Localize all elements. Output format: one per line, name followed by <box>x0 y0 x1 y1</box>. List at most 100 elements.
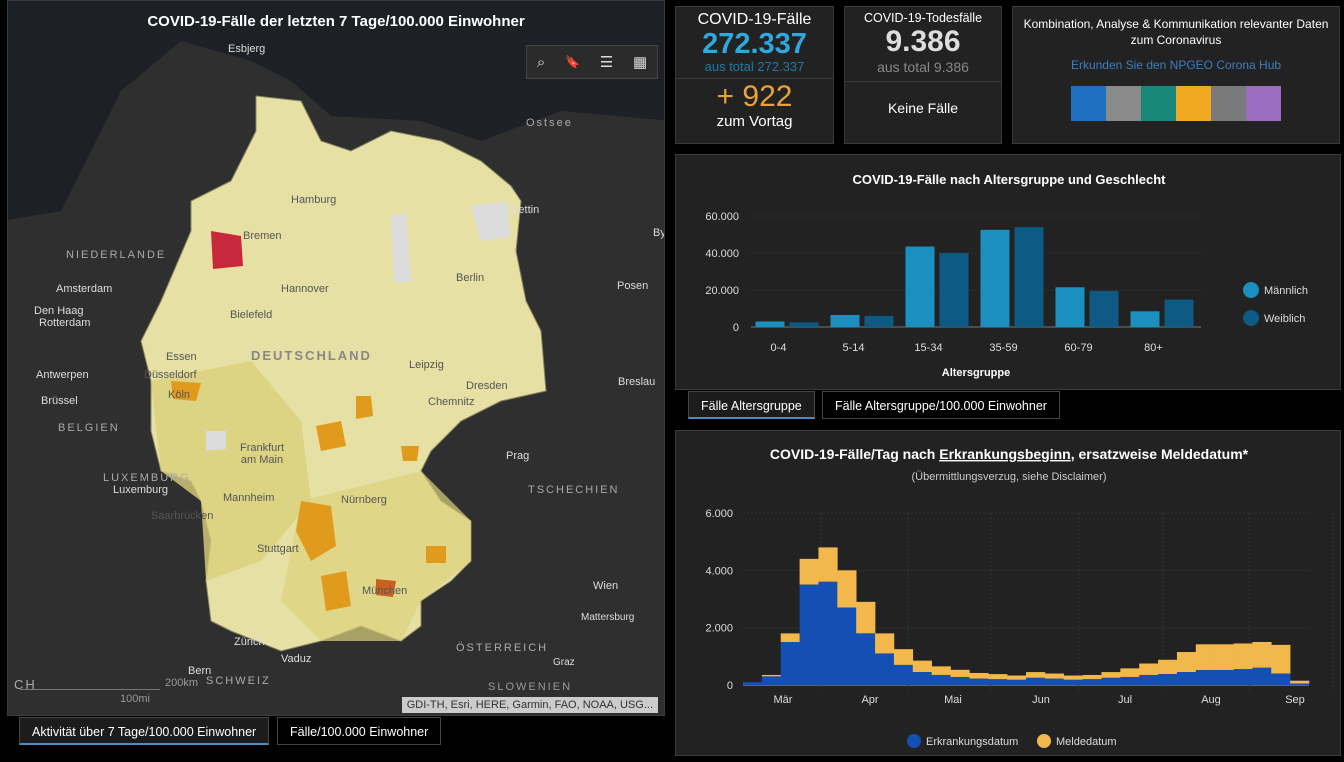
x-tick-label: 0-4 <box>771 342 787 354</box>
bar-meldedatum <box>1139 663 1159 675</box>
scale-bar: 200km 100mi <box>20 677 198 705</box>
bar-weiblich <box>1089 290 1119 327</box>
map-label: Bern <box>188 665 212 677</box>
map-label: ÖSTERREICH <box>456 642 549 654</box>
bar-weiblich <box>939 253 969 327</box>
bar-erkrankungsdatum <box>1044 678 1065 685</box>
y-tick-label: 60.000 <box>705 211 739 223</box>
tab-faelle-100000[interactable]: Fälle/100.000 Einwohner <box>277 717 442 745</box>
legend-swatch <box>1037 734 1051 748</box>
plant-hand-icon[interactable] <box>1071 86 1106 121</box>
bar-meldedatum <box>950 669 970 677</box>
bar-erkrankungsdatum <box>1195 670 1215 685</box>
bar-männlich <box>830 314 860 327</box>
hub-panel: Kombination, Analyse & Kommunikation rel… <box>1012 6 1340 144</box>
map-label: Berlin <box>456 272 485 284</box>
legend-label: Meldedatum <box>1056 736 1117 748</box>
bar-weiblich <box>789 322 819 327</box>
map-label: Vaduz <box>281 653 312 665</box>
legend-swatch <box>1243 310 1259 326</box>
bar-meldedatum <box>969 672 989 679</box>
bar-meldedatum <box>1101 672 1121 678</box>
legend-icon[interactable]: ☰ <box>599 54 614 71</box>
location-houses-icon[interactable] <box>1106 86 1141 121</box>
bell-tower-icon[interactable] <box>1246 86 1281 121</box>
map-label: Bielefeld <box>230 309 273 321</box>
map-label: Hannover <box>281 283 329 295</box>
map-label: SCHWEIZ <box>206 675 271 687</box>
map-label: Nürnberg <box>341 494 387 506</box>
bar-erkrankungsdatum <box>1007 679 1027 685</box>
heart-pulse-icon[interactable] <box>1141 86 1176 121</box>
map-label: Frankfurt am Main <box>239 442 284 466</box>
bar-meldedatum <box>1214 644 1234 671</box>
bar-erkrankungsdatum <box>1252 667 1272 685</box>
x-tick-label: 60-79 <box>1064 342 1092 354</box>
hub-link[interactable]: Erkunden Sie den NPGEO Corona Hub <box>1070 58 1282 72</box>
cases-panel: COVID-19-Fälle 272.337 aus total 272.337… <box>675 6 834 144</box>
bar-meldedatum <box>988 674 1008 680</box>
tab-faelle-altersgruppe[interactable]: Fälle Altersgruppe <box>688 391 815 419</box>
bar-meldedatum <box>893 649 914 665</box>
map-label: Mannheim <box>223 492 275 504</box>
germany-map[interactable] <box>7 1 665 716</box>
map-label: Düsseldorf <box>144 369 197 381</box>
bar-meldedatum <box>1252 642 1272 668</box>
x-tick-label: Mär <box>774 694 793 706</box>
tab-aktivitaet-7-tage[interactable]: Aktivität über 7 Tage/100.000 Einwohner <box>19 717 270 745</box>
bar-meldedatum <box>1271 644 1291 674</box>
map-label: Hamburg <box>291 194 337 206</box>
bar-meldedatum <box>856 601 876 634</box>
map-label: Posen <box>617 280 649 292</box>
cars-icon[interactable] <box>1211 86 1246 121</box>
map-label: Essen <box>166 351 197 363</box>
x-tick-label: 15-34 <box>914 342 942 354</box>
hub-icons[interactable] <box>1013 86 1339 121</box>
deaths-total: aus total 9.386 <box>877 59 969 75</box>
bar-meldedatum <box>1026 672 1046 678</box>
x-tick-label: Sep <box>1285 694 1305 706</box>
basemap-icon[interactable]: ▦ <box>632 54 648 71</box>
bar-meldedatum <box>1082 674 1102 680</box>
x-tick-label: Aug <box>1201 694 1221 706</box>
bookmark-icon[interactable]: 🔖 <box>565 55 580 69</box>
bar-meldedatum <box>912 660 932 673</box>
bar-männlich <box>980 229 1010 327</box>
bar-meldedatum <box>780 633 800 642</box>
chart-title: COVID-19-Fälle nach Altersgruppe und Ges… <box>852 172 1166 187</box>
bar-erkrankungsdatum <box>780 642 800 685</box>
map-label: Graz <box>553 657 575 668</box>
bar-erkrankungsdatum <box>1026 677 1046 685</box>
tab-faelle-altersgruppe-100000[interactable]: Fälle Altersgruppe/100.000 Einwohner <box>822 391 1060 419</box>
map-area-icon[interactable] <box>1176 86 1211 121</box>
x-tick-label: 35-59 <box>989 342 1017 354</box>
x-tick-label: Mai <box>944 694 962 706</box>
map-label: Köln <box>168 389 191 401</box>
y-tick-label: 6.000 <box>705 508 733 520</box>
legend-label: Erkrankungsdatum <box>926 736 1018 748</box>
legend-label: Weiblich <box>1264 313 1305 325</box>
bar-weiblich <box>1014 227 1044 327</box>
bar-erkrankungsdatum <box>856 633 876 685</box>
expand-icon[interactable]: ⤢ <box>664 3 665 19</box>
daily-chart: COVID-19-Fälle/Tag nach Erkrankungsbegin… <box>705 446 1334 748</box>
sea <box>8 1 664 220</box>
map-label: Esbjerg <box>228 43 266 55</box>
map-label: Saarbrücken <box>151 510 214 522</box>
map-label: München <box>362 585 408 597</box>
map-panel[interactable]: ⤢ COVID-19-Fälle der letzten 7 Tage/100.… <box>7 0 665 716</box>
y-tick-label: 40.000 <box>705 248 739 260</box>
map-label: Breslau <box>618 376 656 388</box>
map-label: By <box>653 227 665 239</box>
scale-km: 200km <box>164 677 198 689</box>
y-tick-label: 0 <box>733 322 739 334</box>
cases-title: COVID-19-Fälle <box>697 11 812 28</box>
map-label: Den Haag <box>34 305 84 317</box>
map-label: LUXEMBURG <box>103 472 191 484</box>
bar-erkrankungsdatum <box>1120 676 1140 685</box>
bar-meldedatum <box>1233 643 1253 670</box>
cases-delta-label: zum Vortag <box>716 113 793 130</box>
deaths-value: 9.386 <box>885 25 961 58</box>
map-attribution[interactable]: GDI-TH, Esri, HERE, Garmin, FAO, NOAA, U… <box>401 697 658 713</box>
search-icon[interactable]: ⌕ <box>536 53 546 71</box>
